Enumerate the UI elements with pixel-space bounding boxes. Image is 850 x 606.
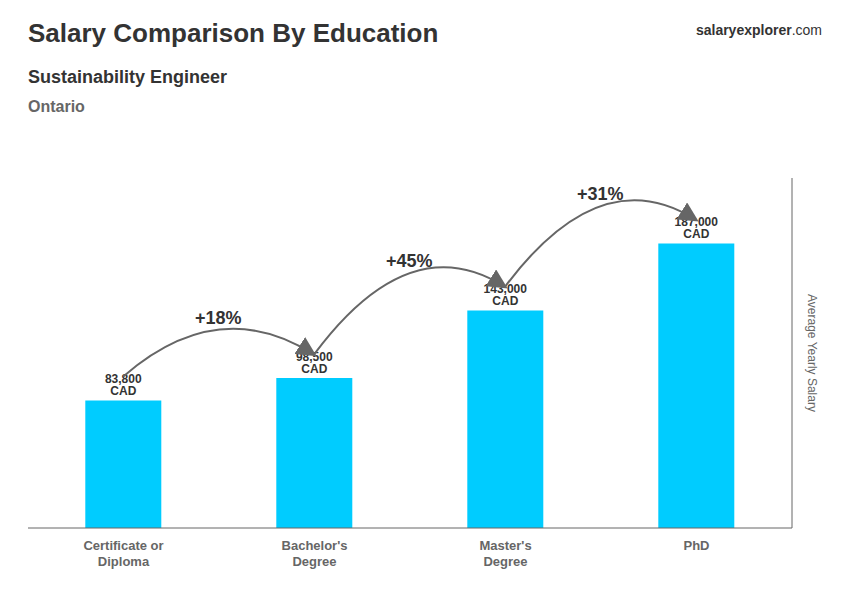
svg-text:PhD: PhD [684, 538, 710, 553]
html-text:Ontario: Ontario [28, 98, 85, 115]
svg-text:Average Yearly Salary: Average Yearly Salary [805, 294, 819, 412]
html-text:CAD: CAD [301, 362, 328, 377]
html-text:Sustainability Engineer: Sustainability Engineer [28, 67, 227, 87]
html-text:143,000: 143,000 [483, 282, 527, 297]
svg-text:+18%: +18% [195, 308, 242, 328]
svg-text:Bachelor'sDegree: Bachelor'sDegree [282, 538, 348, 569]
html-text:CAD: CAD [110, 384, 137, 399]
html-text:salary explorer.com: salary explorer.com [695, 22, 822, 38]
html-text:83,800: 83,800 [104, 372, 142, 387]
html-text:Salary Comparison By Education: Salary Comparison By Education [28, 18, 439, 48]
html-text:98,500: 98,500 [295, 350, 333, 365]
svg-text:+45%: +45% [386, 251, 433, 271]
html-text:CAD: CAD [492, 294, 519, 309]
svg-text:Certificate orDiploma: Certificate orDiploma [83, 538, 163, 569]
svg-text:+31%: +31% [577, 184, 624, 204]
svg-text:Master'sDegree: Master'sDegree [479, 538, 531, 569]
svg-text:187,000CAD: 187,000CAD [675, 215, 719, 241]
